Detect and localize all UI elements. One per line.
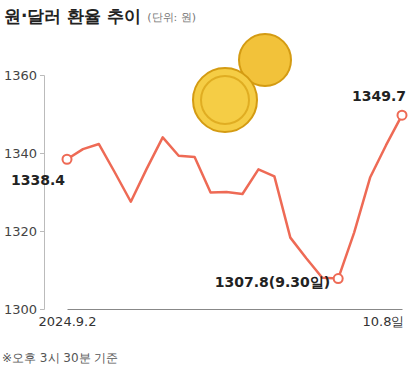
y-tick-mark [40,231,44,232]
decoration [193,34,291,132]
note: ※오후 3시 30분 기준 [2,351,118,365]
point [63,155,72,164]
y-tick-mark [40,75,44,76]
y-tick: 1320 [4,224,44,239]
point [334,274,343,283]
y-tick-label: 1300 [4,302,37,317]
point [398,111,407,120]
y-axis-line [40,76,45,310]
x-axis-line [68,309,403,310]
y-tick: 1360 [4,68,44,83]
coin-rim [201,76,249,124]
data-label: 1307.8(9.30일) [215,274,330,290]
y-tick-label: 1360 [4,68,37,83]
y-tick-label: 1320 [4,224,37,239]
data-label: 1338.4 [11,172,65,188]
coin [193,68,257,132]
y-tick: 1340 [4,146,44,161]
x-tick-label: 2024.9.2 [39,314,97,329]
y-tick-label: 1340 [4,146,37,161]
plot [63,111,407,283]
y-tick-mark [40,153,44,154]
x-tick-label: 10.8일 [363,314,405,329]
x-tick: 2024.9.2 [39,309,97,329]
y-axis: 1300 1320 1340 1360 [4,68,45,317]
x-tick: 10.8일 [363,309,405,329]
data-labels: 1338.4 1307.8(9.30일) 1349.7 [11,88,406,289]
title: 원·달러 환율 추이 [4,6,141,26]
chart: 원·달러 환율 추이 (단위: 원) 1300 1320 1340 1360 2024.9.… [0,0,411,374]
y-tick-mark [40,309,44,310]
line [67,115,402,278]
subtitle: (단위: 원) [147,11,196,24]
x-axis: 2024.9.2 10.8일 [39,309,405,329]
data-label: 1349.7 [352,88,406,104]
